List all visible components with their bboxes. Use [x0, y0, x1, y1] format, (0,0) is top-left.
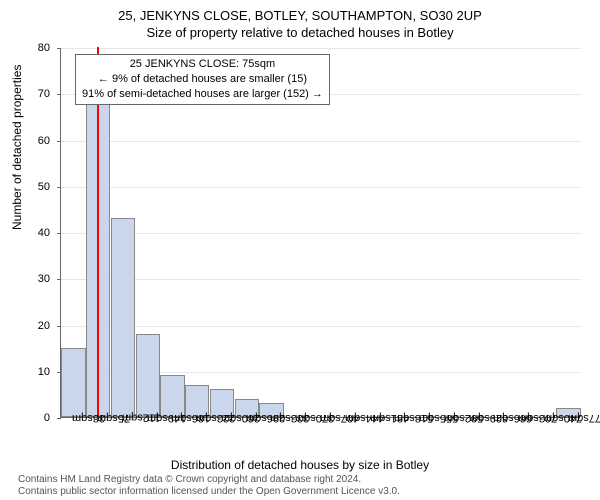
- footer-attribution: Contains HM Land Registry data © Crown c…: [18, 474, 400, 498]
- annotation-line: 91% of semi-detached houses are larger (…: [82, 87, 323, 102]
- footer-line-1: Contains HM Land Registry data © Crown c…: [18, 474, 400, 486]
- bar: [111, 218, 135, 417]
- ytick-mark: [57, 187, 61, 188]
- x-axis-label: Distribution of detached houses by size …: [0, 458, 600, 472]
- gridline: [61, 233, 581, 234]
- ytick-label: 30: [0, 273, 50, 285]
- ytick-mark: [57, 418, 61, 419]
- page-title: 25, JENKYNS CLOSE, BOTLEY, SOUTHAMPTON, …: [0, 0, 600, 23]
- ytick-label: 50: [0, 181, 50, 193]
- ytick-label: 60: [0, 135, 50, 147]
- annotation-line: 25 JENKYNS CLOSE: 75sqm: [82, 57, 323, 72]
- ytick-mark: [57, 141, 61, 142]
- ytick-mark: [57, 94, 61, 95]
- gridline: [61, 187, 581, 188]
- bar: [61, 348, 85, 417]
- chart-container: 25, JENKYNS CLOSE, BOTLEY, SOUTHAMPTON, …: [0, 0, 600, 500]
- ytick-mark: [57, 233, 61, 234]
- ytick-label: 80: [0, 42, 50, 54]
- ytick-mark: [57, 326, 61, 327]
- bar: [160, 375, 184, 417]
- ytick-mark: [57, 279, 61, 280]
- gridline: [61, 326, 581, 327]
- gridline: [61, 141, 581, 142]
- gridline: [61, 48, 581, 49]
- gridline: [61, 279, 581, 280]
- annotation-line: ← 9% of detached houses are smaller (15): [82, 72, 323, 87]
- page-subtitle: Size of property relative to detached ho…: [0, 23, 600, 40]
- ytick-label: 40: [0, 227, 50, 239]
- ytick-mark: [57, 48, 61, 49]
- ytick-label: 70: [0, 88, 50, 100]
- bar: [136, 334, 160, 417]
- ytick-label: 20: [0, 320, 50, 332]
- ytick-label: 10: [0, 366, 50, 378]
- ytick-label: 0: [0, 412, 50, 424]
- footer-line-2: Contains public sector information licen…: [18, 486, 400, 498]
- annotation-box: 25 JENKYNS CLOSE: 75sqm← 9% of detached …: [75, 54, 330, 105]
